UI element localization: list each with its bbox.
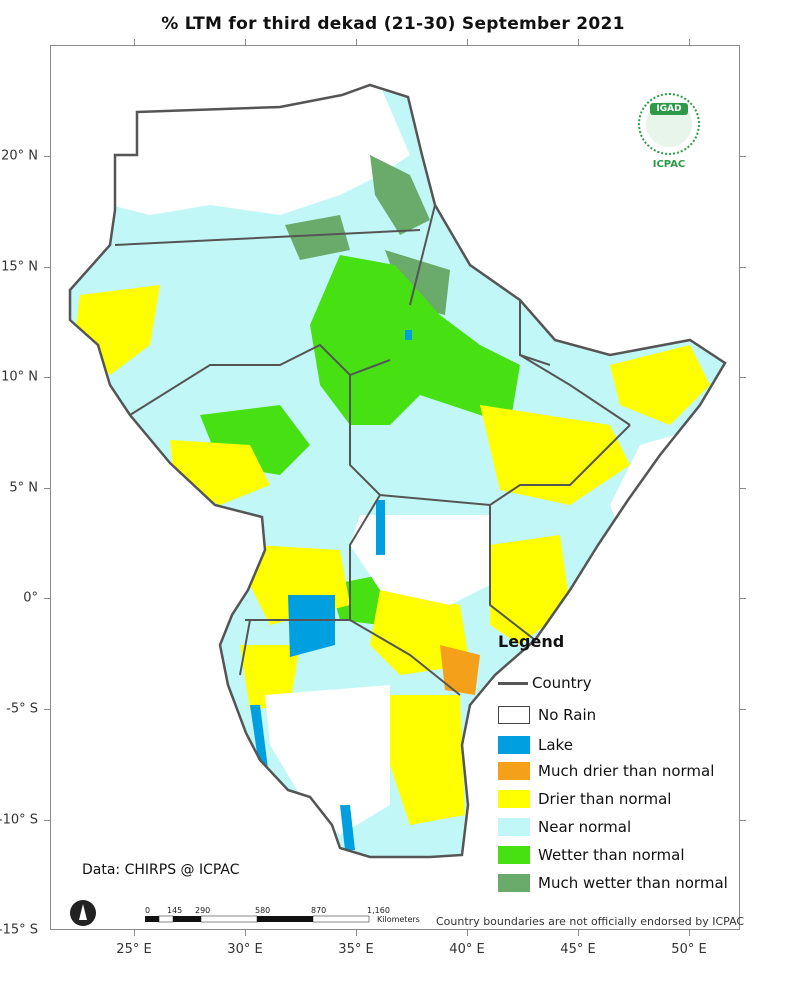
tick xyxy=(740,156,746,157)
swatch-lake xyxy=(498,736,530,754)
tick xyxy=(467,930,468,936)
lat-label-5n: 5° N xyxy=(9,480,38,496)
lat-label-15s: -15° S xyxy=(0,922,38,938)
tick xyxy=(44,598,50,599)
swatch-wetter xyxy=(498,846,530,864)
tick xyxy=(44,377,50,378)
logo-badge: IGAD xyxy=(650,103,688,115)
lat-label-5s: -5° S xyxy=(6,701,38,717)
swatch-near-normal xyxy=(498,818,530,836)
legend-label: Drier than normal xyxy=(538,790,672,808)
tick xyxy=(689,930,690,936)
map-legend: Legend Country No Rain Lake Much drier t… xyxy=(498,632,738,892)
scale-unit: Kilometers xyxy=(377,915,420,924)
scale-tick-label: 0 xyxy=(145,906,150,915)
tick xyxy=(740,820,746,821)
igad-icpac-logo: IGAD ICPAC xyxy=(632,93,706,173)
legend-item-no-rain: No Rain xyxy=(498,706,596,724)
tick xyxy=(740,709,746,710)
tick xyxy=(578,39,579,45)
scale-bar: 0 145 290 580 870 1,160 Kilometers xyxy=(145,906,420,924)
tick xyxy=(740,267,746,268)
legend-item-lake: Lake xyxy=(498,736,573,754)
tick xyxy=(689,39,690,45)
tick xyxy=(245,930,246,936)
rainfall-map xyxy=(68,83,727,859)
tick xyxy=(740,488,746,489)
tick xyxy=(134,930,135,936)
tick xyxy=(44,709,50,710)
legend-label: Country xyxy=(532,674,592,692)
tick xyxy=(467,39,468,45)
legend-label: Wetter than normal xyxy=(538,846,685,864)
legend-label: Lake xyxy=(538,736,573,754)
swatch-much-drier xyxy=(498,762,530,780)
lon-label-50e: 50° E xyxy=(671,942,707,957)
tick xyxy=(740,598,746,599)
legend-label: Much wetter than normal xyxy=(538,874,728,892)
lat-label-10s: -10° S xyxy=(0,812,38,828)
lat-label-15n: 15° N xyxy=(1,259,38,275)
legend-item-near-normal: Near normal xyxy=(498,818,631,836)
lat-label-0: 0° xyxy=(23,590,38,606)
lon-label-30e: 30° E xyxy=(227,942,263,957)
lon-label-25e: 25° E xyxy=(116,942,152,957)
scale-tick-label: 580 xyxy=(255,906,270,915)
legend-item-much-drier: Much drier than normal xyxy=(498,762,714,780)
scale-tick-label: 290 xyxy=(195,906,210,915)
lat-label-10n: 10° N xyxy=(1,369,38,385)
legend-label: Much drier than normal xyxy=(538,762,715,780)
tick xyxy=(44,820,50,821)
legend-item-drier: Drier than normal xyxy=(498,790,671,808)
tick xyxy=(740,377,746,378)
tick xyxy=(356,39,357,45)
scale-tick-label: 870 xyxy=(311,906,326,915)
legend-item-country: Country xyxy=(498,674,592,692)
scale-tick-label: 145 xyxy=(167,906,182,915)
tick xyxy=(44,267,50,268)
data-credit: Data: CHIRPS @ ICPAC xyxy=(82,862,240,878)
tick xyxy=(44,156,50,157)
tick xyxy=(356,930,357,936)
map-title: % LTM for third dekad (21-30) September … xyxy=(161,14,625,34)
legend-label: Near normal xyxy=(538,818,632,836)
legend-title: Legend xyxy=(498,632,565,651)
legend-item-much-wetter: Much wetter than normal xyxy=(498,874,728,892)
legend-item-wetter: Wetter than normal xyxy=(498,846,685,864)
map-frame xyxy=(50,45,740,930)
scale-tick-label: 1,160 xyxy=(367,906,390,915)
swatch-drier xyxy=(498,790,530,808)
lon-label-40e: 40° E xyxy=(449,942,485,957)
lon-label-35e: 35° E xyxy=(338,942,374,957)
tick xyxy=(245,39,246,45)
logo-text: ICPAC xyxy=(652,159,686,170)
tick xyxy=(578,930,579,936)
lat-label-20n: 20° N xyxy=(1,148,38,164)
disclaimer: Country boundaries are not officially en… xyxy=(436,915,745,928)
swatch-much-wetter xyxy=(498,874,530,892)
swatch-no-rain xyxy=(498,706,530,724)
north-arrow-icon xyxy=(70,900,96,926)
country-line-icon xyxy=(498,681,528,685)
tick xyxy=(44,488,50,489)
lon-label-45e: 45° E xyxy=(560,942,596,957)
legend-label: No Rain xyxy=(538,706,597,724)
tick xyxy=(134,39,135,45)
